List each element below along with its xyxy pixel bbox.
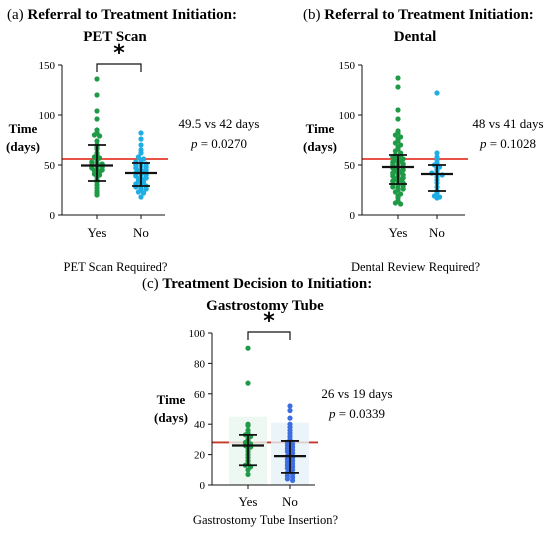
x-axis-title: Gastrostomy Tube Insertion? [193,513,339,527]
y-tick-label: 100 [39,110,56,122]
y-axis-title: Time [9,121,38,136]
y-tick-label: 0 [350,210,356,222]
data-point [434,90,440,96]
data-point [434,154,440,160]
y-tick-label: 0 [200,480,206,492]
data-point [395,116,401,122]
data-point [398,142,404,148]
data-point [395,128,401,134]
chart-title: (a) Referral to Treatment Initiation: [7,7,237,23]
y-tick-label: 0 [50,210,56,222]
chart-panel-b: (b) Referral to Treatment Initiation: Den… [303,7,544,274]
x-tick-label: No [133,225,149,240]
y-tick-label: 150 [39,60,56,72]
y-tick-label: 80 [194,358,206,370]
stat-summary: 49.5 vs 42 days [179,116,260,131]
title-line-1: Referral to Treatment Initiation: [27,7,237,23]
stat-summary: 26 vs 19 days [321,386,392,401]
chart-subtitle: Gastrostomy Tube [206,298,324,314]
p-value: p = 0.0339 [328,406,385,421]
title-line-1: Referral to Treatment Initiation: [324,7,534,23]
x-axis-title: PET Scan Required? [64,260,168,274]
data-point [138,130,144,136]
y-tick-label: 150 [339,60,356,72]
chart-title: (c) Treatment Decision to Initiation: [142,276,372,292]
title-line-1: Treatment Decision to Initiation: [162,276,372,292]
significance-bracket [96,63,142,72]
x-tick-label: No [429,225,445,240]
chart-subtitle: PET Scan [83,29,147,45]
data-point [245,421,251,427]
chart-title: (b) Referral to Treatment Initiation: [303,7,534,23]
x-tick-label: Yes [88,225,107,240]
x-tick-label: No [282,494,298,509]
data-point [245,427,251,433]
data-point [138,136,144,142]
y-tick-label: 40 [194,419,206,431]
panel-label: (c) [142,276,162,292]
data-point [135,154,141,160]
data-point [138,194,144,200]
panel-label: (a) [7,7,27,23]
data-point [141,156,147,162]
chart-panel-c: (c) Treatment Decision to Initiation: Gas… [142,276,393,527]
data-point [138,147,144,153]
data-point [94,127,100,133]
y-axis-title-unit: (days) [154,410,188,425]
y-tick-label: 20 [194,450,206,462]
data-point [245,345,251,351]
x-axis-title: Dental Review Required? [351,260,481,274]
data-point [94,76,100,82]
stat-summary: 48 vs 41 days [472,116,543,131]
y-axis-title-unit: (days) [6,139,40,154]
y-tick-label: 100 [189,328,206,340]
chart-panel-a: (a) Referral to Treatment Initiation: PET… [6,7,259,274]
data-point [94,116,100,122]
y-tick-label: 50 [44,160,56,172]
data-point [138,142,144,148]
data-point [434,150,440,156]
p-value: p = 0.1028 [479,136,536,151]
data-point [245,380,251,386]
y-tick-label: 100 [339,110,356,122]
data-point [398,191,404,197]
data-point [395,107,401,113]
data-point [89,159,95,165]
y-axis-title: Time [306,121,335,136]
y-axis-title: Time [157,392,186,407]
y-axis-title-unit: (days) [303,139,337,154]
y-tick-label: 50 [344,160,356,172]
data-point [287,403,293,409]
data-point [245,471,251,477]
y-tick-label: 60 [194,389,206,401]
significance-star: * [113,41,125,66]
data-point [395,75,401,81]
data-point [94,92,100,98]
p-value: p = 0.0270 [190,136,247,151]
data-point [287,415,293,421]
panel-label: (b) [303,7,324,23]
x-tick-label: Yes [389,225,408,240]
data-point [437,194,443,200]
data-point [398,134,404,140]
data-point [287,421,293,427]
chart-subtitle: Dental [394,29,437,45]
data-point [395,84,401,90]
data-point [94,138,100,144]
data-point [287,407,293,414]
significance-bracket [247,331,291,340]
x-tick-label: Yes [239,494,258,509]
significance-star: * [263,309,275,334]
data-point [94,108,100,114]
